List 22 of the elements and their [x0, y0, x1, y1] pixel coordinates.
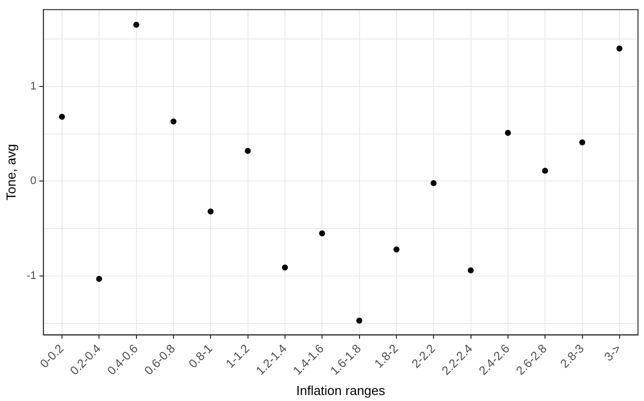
point — [504, 130, 511, 136]
y-axis-title: Tone, avg — [3, 144, 18, 200]
y-tick-label: 1 — [30, 80, 36, 92]
y-tick-label: 0 — [30, 175, 36, 188]
point — [133, 22, 140, 28]
point — [393, 246, 400, 252]
y-tick-label: -1 — [26, 270, 36, 282]
point — [430, 180, 437, 186]
point — [208, 208, 214, 215]
x-tick-label: 3-> — [601, 341, 624, 364]
point — [96, 276, 102, 282]
point — [58, 114, 65, 120]
point — [244, 148, 251, 154]
point — [282, 264, 288, 270]
point — [468, 267, 474, 274]
point — [579, 139, 586, 146]
point — [319, 230, 326, 236]
point — [542, 168, 548, 174]
x-axis-title: Inflation ranges — [296, 382, 386, 398]
point — [170, 118, 176, 124]
point — [356, 318, 362, 324]
point — [616, 45, 622, 52]
